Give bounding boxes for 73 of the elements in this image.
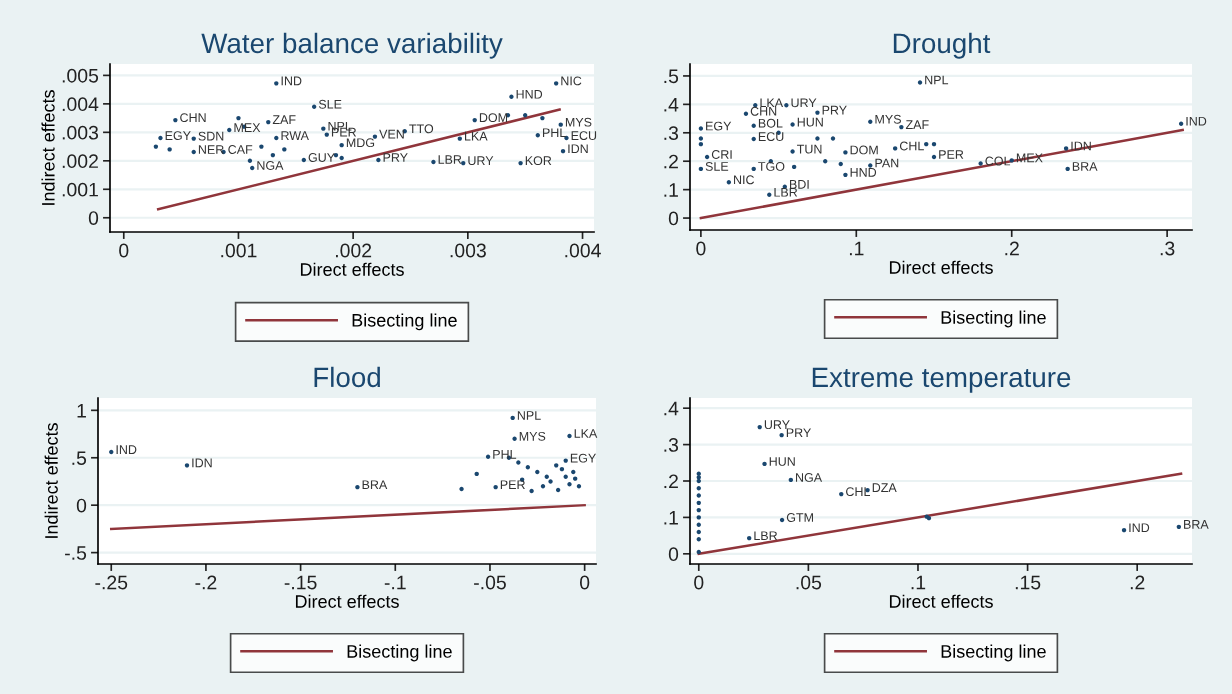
y-tick-label: .003 [62, 125, 99, 140]
x-axis-title: Direct effects [295, 594, 399, 608]
y-tick-label: .004 [62, 97, 99, 112]
point [698, 141, 704, 147]
x-tick-label: .2 [1005, 241, 1019, 256]
x-tick-label: .2 [1130, 575, 1145, 590]
point [791, 164, 797, 170]
y-tick-label: .005 [62, 68, 99, 83]
x-tick-label: .003 [450, 243, 486, 258]
point [485, 454, 491, 460]
x-tick-label: .002 [336, 243, 372, 258]
x-tick-label: .15 [1015, 575, 1041, 590]
point [1176, 524, 1182, 530]
y-tick-label: 0 [668, 547, 679, 562]
point [788, 477, 794, 483]
y-tick-label: .4 [664, 401, 679, 416]
y-tick-label: 0 [668, 211, 679, 226]
point [1121, 527, 1127, 533]
x-axis-title: Direct effects [300, 262, 404, 276]
point [779, 517, 785, 523]
x-tick-label: -.05 [474, 575, 506, 590]
y-tick-label: .001 [62, 182, 98, 197]
x-tick-label: .004 [565, 243, 601, 258]
x-axis-title: Direct effects [889, 594, 993, 608]
point [270, 152, 276, 158]
point [704, 154, 710, 160]
legend-label: Bisecting line [941, 310, 1046, 328]
legend-label: Bisecting line [352, 313, 457, 331]
y-tick-label: .3 [664, 438, 679, 452]
y-tick-label: .002 [62, 154, 98, 169]
x-tick-label: 0 [119, 243, 129, 258]
x-tick-label: -.25 [95, 575, 128, 590]
y-axis-title: Indirect effects [44, 423, 58, 538]
x-tick-label: .001 [221, 243, 257, 258]
y-tick-label: 0 [76, 498, 87, 513]
x-tick-label: -.15 [284, 575, 317, 590]
point [555, 487, 561, 493]
x-tick-label: .05 [796, 575, 822, 590]
chart-title: Water balance variability [201, 32, 503, 59]
y-tick-label: .2 [664, 154, 678, 169]
y-tick-label: .5 [664, 69, 679, 84]
y-tick-label: .4 [664, 98, 679, 112]
y-tick-label: .1 [664, 511, 678, 525]
y-tick-label: .3 [664, 126, 679, 141]
legend-label: Bisecting line [941, 644, 1046, 662]
point [698, 166, 704, 172]
x-axis-title: Direct effects [889, 260, 993, 274]
legend-label: Bisecting line [347, 644, 452, 662]
x-tick-label: -.2 [195, 575, 217, 590]
x-tick-label: .1 [849, 241, 864, 256]
point [559, 466, 565, 472]
chart-title: Extreme temperature [812, 367, 1071, 393]
x-tick-label: 0 [694, 575, 704, 590]
chart-title: Flood [314, 366, 380, 388]
x-tick-label: -.1 [384, 575, 406, 590]
point [746, 535, 752, 541]
point [247, 158, 253, 164]
x-tick-label: 0 [696, 241, 706, 256]
y-tick-label: 0 [88, 211, 99, 225]
x-tick-label: .3 [1160, 241, 1175, 256]
chart-title: Drought [893, 32, 991, 59]
x-tick-label: 0 [579, 575, 590, 590]
y-tick-label: .5 [72, 451, 87, 465]
y-tick-label: -.5 [65, 546, 87, 560]
point [560, 148, 566, 154]
x-tick-label: .1 [911, 575, 926, 590]
point [301, 157, 307, 163]
point [931, 154, 937, 160]
y-tick-label: .1 [664, 183, 678, 197]
point [931, 141, 937, 147]
y-tick-label: 1 [77, 404, 86, 418]
y-tick-label: .2 [664, 474, 678, 489]
y-axis-title: Indirect effects [41, 90, 55, 205]
